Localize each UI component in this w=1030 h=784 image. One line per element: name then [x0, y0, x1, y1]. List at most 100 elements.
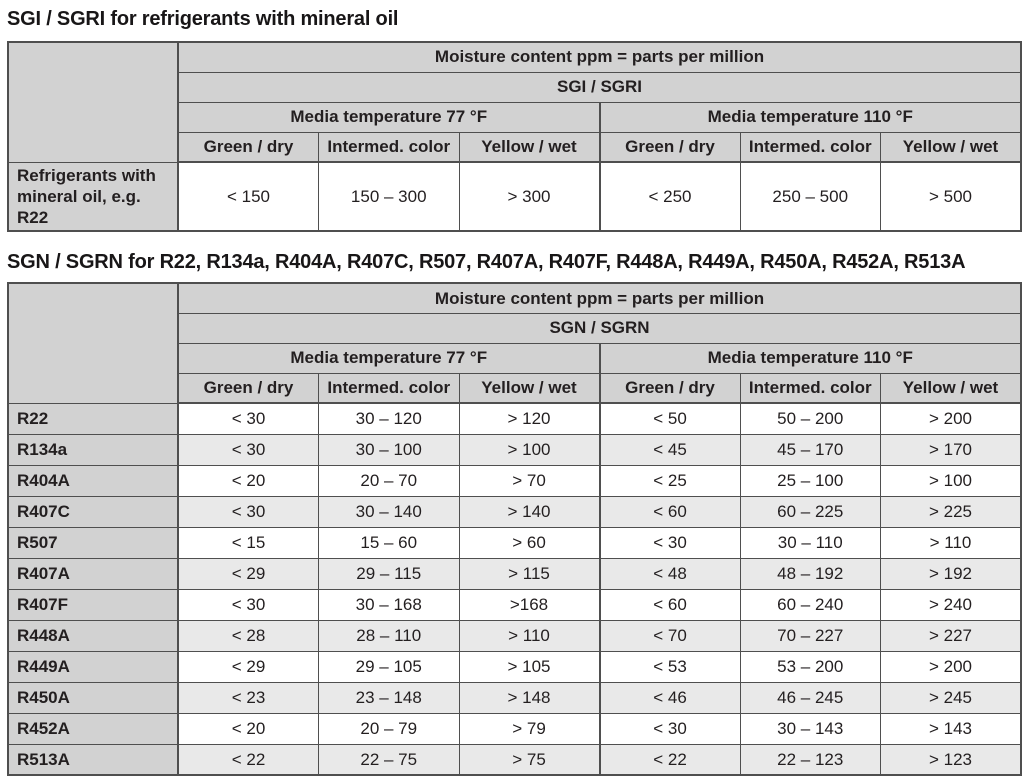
moisture-value: > 79	[458, 712, 600, 745]
moisture-value: 30 – 120	[318, 402, 460, 435]
refrigerant-label: R407F	[7, 588, 179, 621]
moisture-value: < 50	[598, 402, 741, 435]
table1-col-header: Intermed. color	[318, 131, 460, 163]
moisture-value: < 20	[177, 464, 319, 497]
moisture-value: < 30	[177, 433, 319, 466]
moisture-value: > 227	[880, 619, 1022, 652]
moisture-value: < 250	[598, 161, 741, 232]
moisture-value: > 140	[458, 495, 600, 528]
moisture-value: 60 – 240	[739, 588, 881, 621]
table1-columns-row: Green / dry Intermed. color Yellow / wet…	[8, 131, 1022, 163]
moisture-value: < 28	[177, 619, 319, 652]
table-row: R407A < 29 29 – 115 > 115 < 48 48 – 192 > 192	[7, 557, 1022, 590]
refrigerant-label: R134a	[7, 433, 179, 466]
refrigerant-label: R452A	[7, 712, 179, 745]
moisture-value: < 20	[177, 712, 319, 745]
moisture-value: >168	[458, 588, 600, 621]
moisture-value: < 25	[598, 464, 741, 497]
table2-corner-cell	[7, 282, 179, 404]
table2-body: R22 < 30 30 – 120 > 120 < 50 50 – 200 > 200 R13…	[7, 402, 1022, 776]
moisture-value: > 110	[458, 619, 600, 652]
moisture-value: < 29	[177, 650, 319, 683]
section1-title: SGI / SGRI for refrigerants with mineral…	[7, 8, 399, 30]
table1-col-header: Intermed. color	[739, 131, 881, 163]
moisture-value: 25 – 100	[739, 464, 881, 497]
refrigerant-label: R407C	[7, 495, 179, 528]
moisture-value: < 48	[598, 557, 741, 590]
moisture-value: 29 – 105	[318, 650, 460, 683]
table1-corner-cell	[7, 41, 179, 163]
moisture-value: 22 – 123	[739, 743, 881, 776]
moisture-value: 20 – 70	[318, 464, 460, 497]
table2-col-header: Yellow / wet	[458, 372, 600, 405]
moisture-value: 150 – 300	[318, 161, 460, 232]
moisture-value: < 30	[177, 402, 319, 435]
moisture-value: 30 – 100	[318, 433, 460, 466]
moisture-value: 50 – 200	[739, 402, 881, 435]
table1-col-header: Yellow / wet	[880, 131, 1022, 163]
moisture-value: > 60	[458, 526, 600, 559]
moisture-value: > 192	[880, 557, 1022, 590]
table2-temp-77: Media temperature 77 °F	[177, 342, 600, 374]
table-row: R507 < 15 15 – 60 > 60 < 30 30 – 110 > 110	[7, 526, 1022, 559]
moisture-value: < 15	[177, 526, 319, 559]
moisture-value: < 30	[177, 588, 319, 621]
table-row: R407F < 30 30 – 168 >168 < 60 60 – 240 > 240	[7, 588, 1022, 621]
moisture-value: > 75	[458, 743, 600, 776]
table2-col-header: Yellow / wet	[880, 372, 1022, 405]
moisture-value: 45 – 170	[739, 433, 881, 466]
table-row: R513A < 22 22 – 75 > 75 < 22 22 – 123 > 123	[7, 743, 1022, 776]
table2-model-header: SGN / SGRN	[177, 312, 1022, 344]
table1-col-header: Green / dry	[177, 131, 319, 163]
moisture-value: > 115	[458, 557, 600, 590]
moisture-value: > 200	[880, 650, 1022, 683]
moisture-value: 23 – 148	[318, 681, 460, 714]
table2-moisture-row: Moisture content ppm = parts per million	[7, 282, 1022, 404]
table1-temp-77: Media temperature 77 °F	[177, 101, 600, 133]
table1-col-header: Green / dry	[598, 131, 741, 163]
table1-col-header: Yellow / wet	[458, 131, 600, 163]
moisture-value: > 240	[880, 588, 1022, 621]
moisture-value: < 30	[177, 495, 319, 528]
moisture-value: 29 – 115	[318, 557, 460, 590]
moisture-value: > 100	[458, 433, 600, 466]
moisture-value: < 60	[598, 495, 741, 528]
table-row: R404A < 20 20 – 70 > 70 < 25 25 – 100 > 100	[7, 464, 1022, 497]
table2-col-header: Intermed. color	[739, 372, 881, 405]
table1-temp-110: Media temperature 110 °F	[598, 101, 1022, 133]
moisture-value: 46 – 245	[739, 681, 881, 714]
moisture-value: < 70	[598, 619, 741, 652]
moisture-value: 20 – 79	[318, 712, 460, 745]
table-row: R448A < 28 28 – 110 > 110 < 70 70 – 227 > 227	[7, 619, 1022, 652]
table-row: R407C < 30 30 – 140 > 140 < 60 60 – 225 > 225	[7, 495, 1022, 528]
refrigerant-label: R404A	[7, 464, 179, 497]
moisture-value: 70 – 227	[739, 619, 881, 652]
table-row: R450A < 23 23 – 148 > 148 < 46 46 – 245 > 245	[7, 681, 1022, 714]
table2-model-row: SGN / SGRN	[8, 312, 1022, 344]
moisture-value: > 200	[880, 402, 1022, 435]
moisture-value: < 29	[177, 557, 319, 590]
moisture-value: < 22	[598, 743, 741, 776]
moisture-value: 15 – 60	[318, 526, 460, 559]
moisture-value: < 30	[598, 712, 741, 745]
table-row: Refrigerants with mineral oil, e.g. R22 <…	[7, 161, 1022, 232]
refrigerant-label: R22	[7, 402, 179, 435]
moisture-value: 60 – 225	[739, 495, 881, 528]
table2-col-header: Intermed. color	[318, 372, 460, 405]
moisture-value: < 46	[598, 681, 741, 714]
refrigerant-label: R407A	[7, 557, 179, 590]
moisture-value: < 150	[177, 161, 319, 232]
table2-columns-row: Green / dry Intermed. color Yellow / wet…	[8, 372, 1022, 405]
table2-col-header: Green / dry	[598, 372, 741, 405]
refrigerant-label: R448A	[7, 619, 179, 652]
refrigerant-label: R449A	[7, 650, 179, 683]
moisture-value: > 123	[880, 743, 1022, 776]
refrigerant-label: R507	[7, 526, 179, 559]
moisture-value: < 53	[598, 650, 741, 683]
sgn-sgrn-table: Moisture content ppm = parts per million…	[7, 282, 1022, 777]
moisture-value: < 22	[177, 743, 319, 776]
moisture-value: > 500	[880, 161, 1022, 232]
section2-title: SGN / SGRN for R22, R134a, R404A, R407C,…	[7, 251, 966, 274]
moisture-value: 30 – 143	[739, 712, 881, 745]
